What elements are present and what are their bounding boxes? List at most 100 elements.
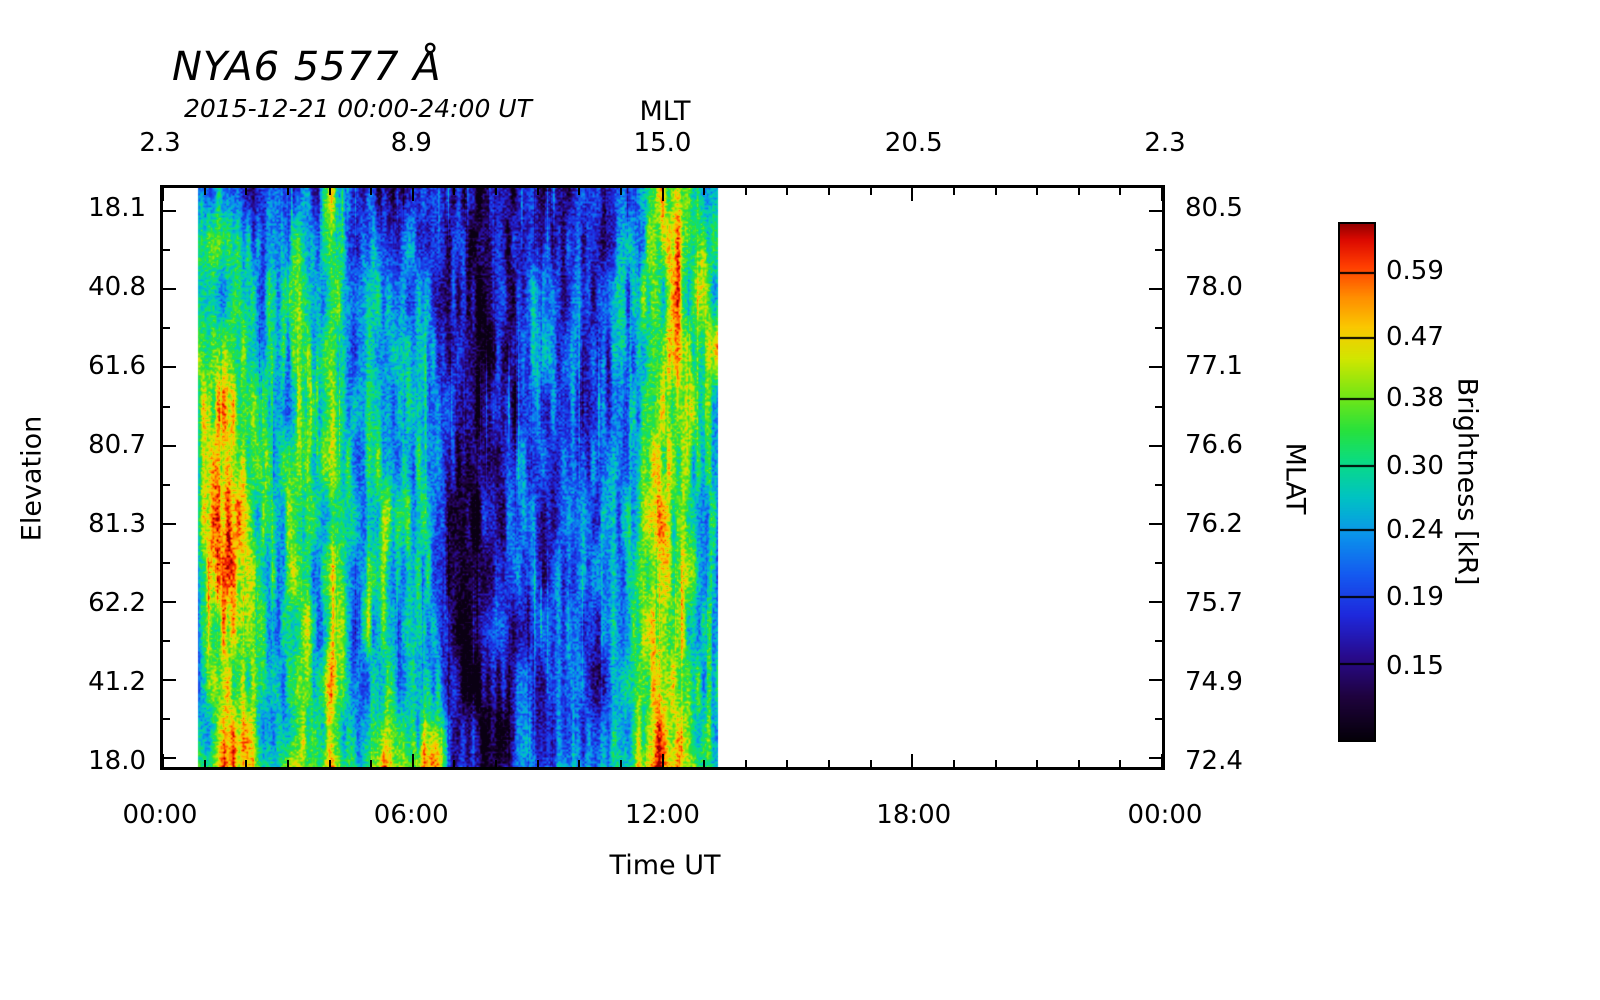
axis-tick <box>1155 405 1162 408</box>
top-tick-labels: 2.3 8.9 15.0 20.5 2.3 <box>139 128 1185 162</box>
plot-frame <box>160 185 1165 770</box>
top-tick-label: 15.0 <box>633 128 692 158</box>
bottom-axis-label: Time UT <box>609 850 721 881</box>
colorbar-tick-label: 0.38 <box>1386 382 1444 413</box>
axis-tick <box>994 188 997 195</box>
left-tick-label: 40.8 <box>88 272 146 303</box>
axis-tick <box>744 760 747 767</box>
axis-tick <box>1149 210 1162 213</box>
axis-tick <box>286 760 289 767</box>
bottom-tick-label: 00:00 <box>1127 800 1203 830</box>
axis-tick <box>869 188 872 195</box>
axis-tick <box>1155 718 1162 721</box>
axis-tick <box>1155 561 1162 564</box>
top-axis-label: MLT <box>639 96 691 127</box>
axis-tick <box>1036 760 1039 767</box>
axis-tick <box>911 754 914 767</box>
bottom-tick-labels: 00:00 06:00 12:00 18:00 00:00 <box>123 800 1203 834</box>
left-tick-label: 81.3 <box>88 509 146 540</box>
axis-tick <box>411 754 414 767</box>
left-tick-label: 41.2 <box>88 667 146 698</box>
axis-tick <box>786 188 789 195</box>
colorbar-tick-label: 0.24 <box>1386 515 1444 546</box>
heatmap-canvas <box>163 188 1162 767</box>
axis-tick <box>1161 188 1163 201</box>
axis-tick <box>203 188 206 195</box>
axis-tick <box>328 188 331 195</box>
axis-tick <box>163 327 170 330</box>
colorbar-tick-label: 0.30 <box>1386 450 1444 481</box>
axis-tick <box>411 188 414 201</box>
axis-tick <box>952 188 955 195</box>
top-tick-label: 20.5 <box>884 128 943 158</box>
axis-tick <box>1161 754 1163 767</box>
bottom-tick-label: 18:00 <box>876 800 952 830</box>
axis-tick <box>1149 679 1162 682</box>
right-tick-label: 78.0 <box>1185 272 1243 303</box>
axis-tick <box>328 760 331 767</box>
axis-tick <box>163 288 176 291</box>
colorbar <box>1338 222 1376 742</box>
axis-tick <box>619 760 622 767</box>
right-tick-label: 75.7 <box>1185 588 1243 619</box>
top-tick-label: 2.3 <box>139 128 181 158</box>
axis-tick <box>1155 249 1162 252</box>
axis-tick <box>703 760 706 767</box>
axis-tick <box>744 188 747 195</box>
axis-tick <box>453 188 456 195</box>
axis-tick <box>869 760 872 767</box>
axis-tick <box>1155 327 1162 330</box>
axis-tick <box>163 444 176 447</box>
axis-tick <box>1155 483 1162 486</box>
axis-tick <box>245 760 248 767</box>
colorbar-tick-label: 0.59 <box>1386 256 1444 287</box>
right-axis-label: MLAT <box>1279 442 1311 515</box>
colorbar-tick-labels: 0.59 0.47 0.38 0.30 0.24 0.19 0.15 <box>1386 222 1466 742</box>
right-tick-label: 72.4 <box>1185 746 1243 777</box>
axis-tick <box>163 522 176 525</box>
colorbar-canvas <box>1340 224 1374 740</box>
left-tick-label: 18.0 <box>88 746 146 777</box>
axis-tick <box>495 760 497 767</box>
axis-tick <box>1149 757 1162 760</box>
axis-tick <box>578 188 581 195</box>
colorbar-tick-label: 0.47 <box>1386 321 1444 352</box>
axis-tick <box>578 760 581 767</box>
right-tick-label: 80.5 <box>1185 193 1243 224</box>
axis-tick <box>163 210 176 213</box>
axis-tick <box>495 188 497 195</box>
axis-tick <box>1149 522 1162 525</box>
bottom-tick-label: 12:00 <box>625 800 700 830</box>
top-tick-label: 8.9 <box>390 128 432 158</box>
axis-tick <box>453 760 456 767</box>
left-tick-label: 18.1 <box>88 193 146 224</box>
colorbar-label: Brightness [kR] <box>1451 377 1483 586</box>
axis-tick <box>994 760 997 767</box>
axis-tick <box>536 188 539 195</box>
axis-tick <box>1149 288 1162 291</box>
left-axis-label: Elevation <box>16 415 48 542</box>
colorbar-tick-label: 0.15 <box>1386 650 1444 681</box>
axis-tick <box>786 760 789 767</box>
axis-tick <box>1077 188 1080 195</box>
left-tick-label: 62.2 <box>88 588 146 619</box>
axis-tick <box>370 188 373 195</box>
page-subtitle: 2015-12-21 00:00-24:00 UT <box>184 94 532 123</box>
axis-tick <box>163 483 170 486</box>
right-tick-label: 74.9 <box>1185 667 1243 698</box>
axis-tick <box>163 757 176 760</box>
axis-tick <box>163 718 170 721</box>
axis-tick <box>1036 188 1039 195</box>
right-tick-labels: 80.5 78.0 77.1 76.6 76.2 75.7 74.9 72.4 <box>1185 185 1280 776</box>
right-tick-label: 77.1 <box>1185 351 1243 382</box>
axis-tick <box>163 366 176 369</box>
axis-tick <box>619 188 622 195</box>
left-tick-label: 61.6 <box>88 351 146 382</box>
right-tick-label: 76.6 <box>1185 430 1243 461</box>
right-tick-label: 76.2 <box>1185 509 1243 540</box>
axis-tick <box>828 188 830 195</box>
top-tick-label: 2.3 <box>1144 128 1186 158</box>
axis-tick <box>1149 444 1162 447</box>
axis-tick <box>952 760 955 767</box>
axis-tick <box>1149 600 1162 603</box>
